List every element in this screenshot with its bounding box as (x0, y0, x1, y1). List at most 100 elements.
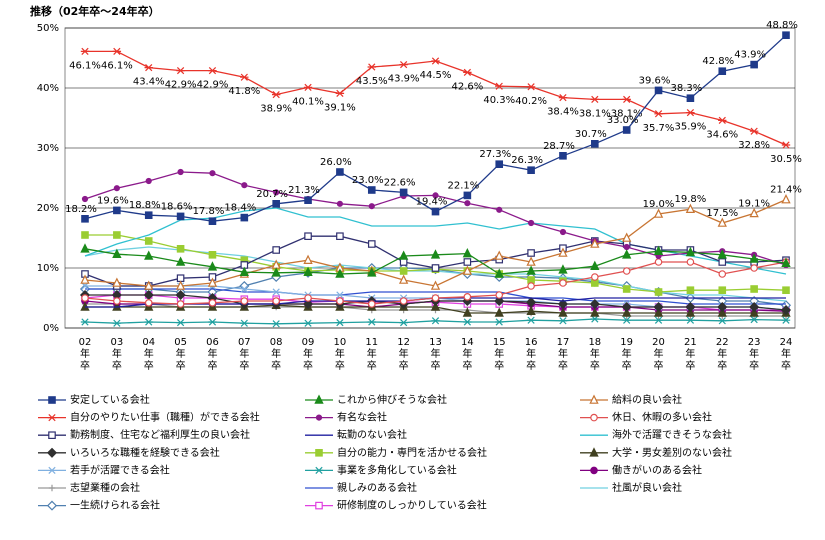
legend-marker (589, 394, 599, 404)
data-point (686, 316, 695, 324)
data-point (175, 256, 186, 266)
series-line (84, 235, 787, 287)
data-label: 17.5% (706, 208, 738, 219)
data-point (81, 282, 89, 290)
data-point (112, 319, 122, 327)
x-tick-label: 24年卒 (779, 337, 793, 372)
data-point (367, 240, 376, 248)
data-point (463, 318, 472, 326)
data-point (430, 301, 441, 311)
data-label: 27.3% (479, 149, 511, 160)
legend-label: 社風が良い会社 (612, 481, 682, 494)
data-label: 40.1% (292, 96, 324, 107)
data-point (622, 95, 631, 104)
legend-label: 安定している会社 (70, 393, 150, 406)
data-point (623, 243, 630, 251)
data-point (718, 286, 727, 295)
data-point (591, 140, 599, 148)
x-tick-label: 23年卒 (747, 337, 761, 372)
data-label: 26.3% (511, 155, 543, 166)
legend-marker (48, 431, 56, 440)
data-point (749, 307, 759, 317)
data-point (718, 258, 727, 266)
data-point (558, 317, 568, 325)
legend-marker (46, 447, 58, 458)
data-point (749, 315, 759, 324)
data-point (367, 267, 377, 277)
x-tick-label: 10年卒 (333, 337, 347, 372)
x-tick-label: 04年卒 (142, 337, 156, 372)
legend-item: 親しみのある会社 (305, 481, 417, 494)
legend-item: いろいろな職種を経験できる会社 (38, 446, 220, 459)
x-tick-label: 07年卒 (237, 337, 251, 372)
legend-marker (590, 413, 598, 422)
data-point (526, 305, 536, 315)
data-point (717, 249, 727, 259)
data-label: 46.1% (101, 60, 133, 71)
data-point (336, 232, 344, 241)
data-point (80, 47, 90, 56)
data-point (367, 186, 376, 194)
data-label: 43.9% (388, 74, 420, 85)
data-point (144, 298, 153, 307)
data-point (399, 318, 408, 327)
data-point (399, 267, 408, 275)
data-label: 22.1% (447, 180, 479, 191)
data-point (591, 273, 599, 281)
legend-item: これから伸びそうな会社 (305, 393, 447, 406)
data-point (685, 307, 696, 317)
legend-marker (48, 396, 56, 404)
legend-marker (315, 501, 323, 510)
data-point (526, 297, 537, 308)
data-point (81, 231, 89, 239)
data-point (240, 285, 248, 293)
data-point (718, 67, 727, 76)
data-point (590, 307, 600, 317)
data-label: 21.4% (770, 185, 802, 196)
x-tick-label: 15年卒 (492, 337, 506, 372)
data-point (271, 90, 281, 99)
data-label: 19.6% (97, 195, 129, 206)
data-point (590, 238, 600, 248)
data-point (80, 243, 90, 253)
legend-label: これから伸びそうな会社 (337, 393, 447, 406)
data-point (526, 265, 536, 275)
data-label: 19.4% (416, 197, 448, 208)
y-tick-label: 40% (37, 83, 59, 94)
data-point (399, 297, 408, 305)
data-point (399, 188, 408, 197)
data-label: 38.4% (547, 107, 579, 118)
x-tick-label: 09年卒 (301, 337, 315, 372)
data-point (750, 60, 758, 69)
data-point (335, 268, 345, 278)
data-label: 17.8% (193, 206, 225, 217)
data-point (208, 318, 217, 326)
data-point (113, 297, 121, 305)
legend-marker (48, 484, 56, 492)
data-point (272, 288, 280, 296)
legend-label: 有名な会社 (337, 411, 387, 424)
data-point (653, 301, 664, 313)
data-point (367, 63, 376, 71)
data-point (271, 267, 281, 277)
data-point (207, 261, 218, 271)
data-point (750, 285, 758, 293)
legend-marker (46, 500, 58, 511)
data-point (398, 250, 409, 260)
data-point (527, 166, 535, 175)
data-point (335, 89, 345, 98)
data-point (239, 280, 250, 292)
data-point (590, 95, 600, 104)
x-tick-label: 03年卒 (110, 337, 124, 372)
data-label: 41.8% (228, 86, 260, 97)
legend-item: 若手が活躍できる会社 (38, 463, 170, 476)
data-point (718, 317, 727, 325)
legend-marker (590, 466, 598, 475)
data-label: 40.3% (483, 95, 515, 106)
data-point (685, 301, 696, 313)
data-point (782, 31, 790, 40)
data-point (144, 318, 153, 326)
legend-label: 休日、休暇の多い会社 (612, 411, 712, 424)
data-label: 23.0% (352, 175, 384, 186)
